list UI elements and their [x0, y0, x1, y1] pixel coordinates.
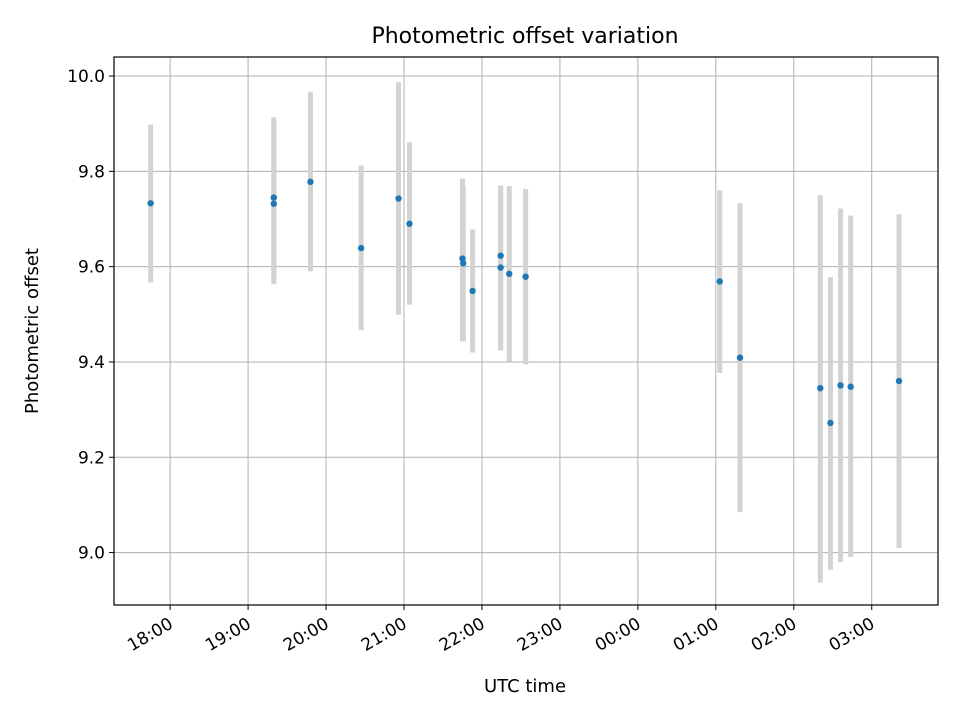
data-point: [147, 200, 154, 207]
y-tick-label: 9.4: [78, 353, 105, 373]
y-tick-label: 9.6: [78, 258, 105, 278]
data-point: [357, 244, 365, 252]
chart-title: Photometric offset variation: [371, 24, 678, 49]
data-point: [847, 383, 854, 390]
axes-frame: [113, 56, 939, 606]
data-point: [837, 382, 844, 389]
y-tick-label: 10.0: [67, 67, 105, 87]
y-tick-label: 9.2: [78, 448, 105, 468]
data-point: [460, 260, 467, 267]
data-point: [406, 220, 413, 227]
data-point: [522, 273, 529, 280]
data-points: [147, 178, 903, 427]
data-point: [817, 384, 824, 392]
data-point: [270, 200, 278, 207]
data-point: [506, 270, 513, 278]
data-point: [459, 255, 466, 262]
y-tick-label: 9.0: [78, 544, 105, 564]
data-point: [827, 419, 834, 427]
grid: [114, 57, 938, 605]
data-point: [736, 354, 744, 361]
data-point: [395, 195, 402, 202]
data-point: [307, 178, 314, 186]
y-tick-label: 9.8: [78, 162, 105, 182]
data-point: [716, 278, 723, 285]
y-ticks: 9.0 9.2 9.4 9.6 9.8 10.0: [67, 67, 114, 564]
data-point: [497, 252, 504, 259]
data-point: [497, 264, 504, 271]
data-point: [469, 287, 476, 295]
data-point: [270, 194, 278, 201]
data-point: [895, 377, 903, 385]
x-axis-label: UTC time: [484, 676, 566, 697]
y-axis-label: Photometric offset: [22, 248, 43, 414]
